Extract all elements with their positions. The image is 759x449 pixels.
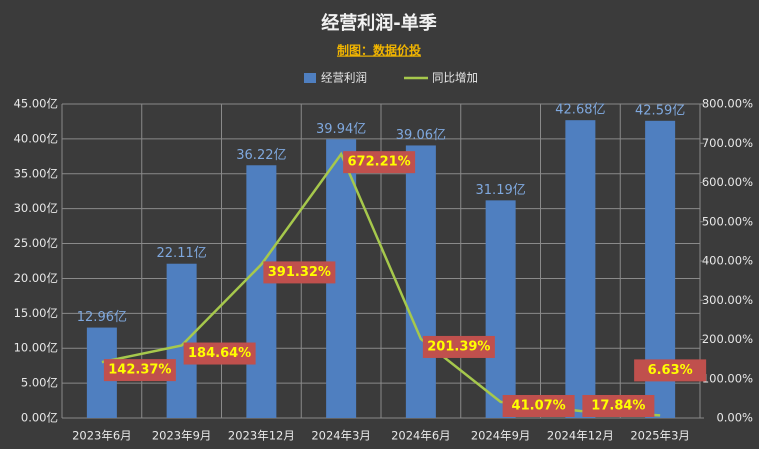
y-tick-label: 0.00亿 bbox=[21, 411, 58, 425]
line-value-label: 17.84% bbox=[591, 399, 645, 414]
y2-tick-label: 400.00% bbox=[702, 254, 753, 268]
line-value-label: 6.63% bbox=[648, 363, 693, 378]
bar bbox=[485, 200, 516, 418]
line-value-label: 142.37% bbox=[108, 363, 171, 378]
y-tick-label: 15.00亿 bbox=[14, 306, 58, 320]
x-tick-label: 2023年9月 bbox=[152, 429, 212, 443]
line-label-box bbox=[343, 151, 416, 174]
y-tick-label: 40.00亿 bbox=[14, 131, 58, 145]
bar-value-label: 36.22亿 bbox=[236, 148, 286, 163]
y2-tick-label: 0.00% bbox=[716, 411, 753, 425]
x-tick-label: 2024年12月 bbox=[547, 429, 614, 443]
chart-title: 经营利润-单季 bbox=[321, 12, 436, 34]
bar-value-label: 39.06亿 bbox=[396, 128, 446, 143]
x-tick-label: 2023年6月 bbox=[72, 429, 132, 443]
y2-tick-label: 700.00% bbox=[702, 136, 753, 150]
legend-label: 同比增加 bbox=[432, 71, 478, 85]
bar-value-label: 39.94亿 bbox=[316, 122, 366, 137]
y2-tick-label: 300.00% bbox=[702, 293, 753, 307]
line-label-box bbox=[502, 395, 575, 417]
line-value-label: 391.32% bbox=[268, 265, 331, 280]
y-tick-label: 45.00亿 bbox=[14, 97, 58, 111]
x-tick-label: 2024年9月 bbox=[471, 429, 531, 443]
bar-value-label: 12.96亿 bbox=[77, 310, 127, 325]
legend-label: 经营利润 bbox=[321, 71, 367, 85]
y2-tick-label: 800.00% bbox=[702, 97, 753, 111]
y-tick-label: 30.00亿 bbox=[14, 201, 58, 215]
bar bbox=[166, 263, 197, 418]
y2-tick-label: 100.00% bbox=[702, 371, 753, 385]
line-label-box bbox=[263, 261, 336, 284]
y-tick-label: 5.00亿 bbox=[21, 376, 58, 390]
line-value-label: 201.39% bbox=[427, 339, 490, 354]
line-label-box bbox=[422, 335, 495, 358]
line-value-label: 672.21% bbox=[348, 155, 411, 170]
bar bbox=[405, 145, 436, 418]
y-tick-label: 20.00亿 bbox=[14, 271, 58, 285]
y2-tick-label: 200.00% bbox=[702, 332, 753, 346]
line-label-box bbox=[103, 359, 176, 382]
bar-value-label: 42.68亿 bbox=[555, 103, 605, 118]
y-tick-label: 25.00亿 bbox=[14, 236, 58, 250]
x-tick-label: 2024年6月 bbox=[391, 429, 451, 443]
chart-subtitle: 制图：数据价投 bbox=[337, 43, 421, 58]
bar-value-label: 31.19亿 bbox=[476, 183, 526, 198]
line-value-label: 41.07% bbox=[512, 399, 566, 414]
bar bbox=[246, 165, 277, 418]
line-label-box bbox=[634, 359, 707, 382]
y-tick-label: 35.00亿 bbox=[14, 166, 58, 180]
x-tick-label: 2024年3月 bbox=[311, 429, 371, 443]
bar bbox=[565, 120, 596, 418]
bar-value-label: 42.59亿 bbox=[635, 103, 685, 118]
bar-value-label: 22.11亿 bbox=[157, 246, 207, 261]
x-tick-label: 2025年3月 bbox=[630, 429, 690, 443]
line-label-box bbox=[582, 395, 655, 417]
y2-tick-label: 600.00% bbox=[702, 175, 753, 189]
legend-swatch bbox=[304, 73, 316, 83]
y2-tick-label: 500.00% bbox=[702, 214, 753, 228]
y-tick-label: 10.00亿 bbox=[14, 341, 58, 355]
line-value-label: 184.64% bbox=[188, 346, 251, 361]
line-label-box bbox=[183, 342, 256, 365]
x-tick-label: 2023年12月 bbox=[228, 429, 295, 443]
